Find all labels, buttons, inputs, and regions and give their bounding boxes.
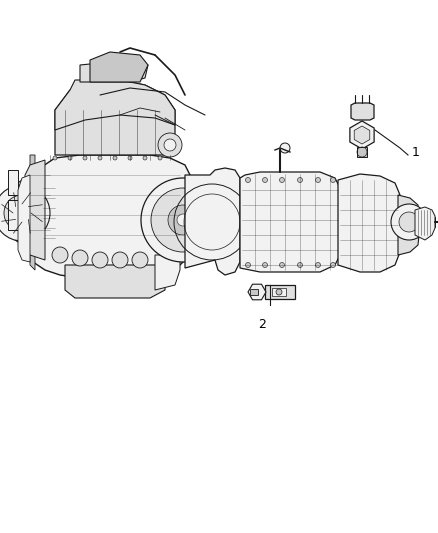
Circle shape bbox=[262, 177, 268, 182]
Circle shape bbox=[68, 156, 72, 160]
Circle shape bbox=[164, 139, 176, 151]
Polygon shape bbox=[15, 180, 30, 250]
Circle shape bbox=[132, 252, 148, 268]
Polygon shape bbox=[185, 168, 240, 275]
Bar bbox=[250, 289, 258, 295]
Circle shape bbox=[315, 262, 321, 268]
Polygon shape bbox=[8, 170, 18, 195]
Circle shape bbox=[262, 262, 268, 268]
Circle shape bbox=[53, 156, 57, 160]
Polygon shape bbox=[80, 60, 148, 82]
Text: 2: 2 bbox=[258, 318, 266, 331]
Circle shape bbox=[112, 252, 128, 268]
Circle shape bbox=[4, 195, 40, 231]
Polygon shape bbox=[350, 121, 374, 149]
Polygon shape bbox=[155, 255, 180, 290]
Circle shape bbox=[315, 177, 321, 182]
Circle shape bbox=[151, 188, 215, 252]
Polygon shape bbox=[415, 207, 435, 240]
Circle shape bbox=[98, 156, 102, 160]
Circle shape bbox=[52, 247, 68, 263]
Circle shape bbox=[168, 205, 198, 235]
Text: 1: 1 bbox=[412, 147, 420, 159]
Circle shape bbox=[280, 143, 290, 153]
Circle shape bbox=[177, 214, 189, 226]
Circle shape bbox=[246, 177, 251, 182]
Polygon shape bbox=[351, 103, 374, 120]
Polygon shape bbox=[398, 195, 420, 255]
Circle shape bbox=[391, 204, 427, 240]
Bar bbox=[272, 288, 286, 296]
Polygon shape bbox=[90, 52, 148, 82]
Polygon shape bbox=[55, 80, 175, 130]
Circle shape bbox=[14, 205, 30, 221]
Bar bbox=[357, 147, 367, 157]
Circle shape bbox=[92, 252, 108, 268]
Circle shape bbox=[297, 262, 303, 268]
Circle shape bbox=[331, 177, 336, 182]
Circle shape bbox=[143, 156, 147, 160]
Circle shape bbox=[331, 262, 336, 268]
Circle shape bbox=[141, 178, 225, 262]
Circle shape bbox=[276, 289, 282, 295]
Bar bbox=[265, 285, 295, 299]
Circle shape bbox=[279, 177, 285, 182]
Polygon shape bbox=[25, 160, 45, 260]
Circle shape bbox=[113, 156, 117, 160]
Polygon shape bbox=[8, 200, 18, 230]
Circle shape bbox=[158, 133, 182, 157]
Circle shape bbox=[158, 156, 162, 160]
Circle shape bbox=[72, 250, 88, 266]
Polygon shape bbox=[18, 175, 30, 262]
Polygon shape bbox=[248, 284, 266, 300]
Bar bbox=[420, 217, 435, 227]
Circle shape bbox=[246, 262, 251, 268]
Polygon shape bbox=[354, 126, 370, 144]
Polygon shape bbox=[338, 174, 400, 272]
Circle shape bbox=[297, 177, 303, 182]
Polygon shape bbox=[65, 265, 165, 298]
Circle shape bbox=[399, 212, 419, 232]
Polygon shape bbox=[240, 172, 340, 272]
Circle shape bbox=[128, 156, 132, 160]
Polygon shape bbox=[55, 80, 175, 155]
Circle shape bbox=[83, 156, 87, 160]
Polygon shape bbox=[30, 155, 35, 270]
Circle shape bbox=[0, 185, 50, 241]
Circle shape bbox=[279, 262, 285, 268]
Polygon shape bbox=[30, 155, 190, 278]
